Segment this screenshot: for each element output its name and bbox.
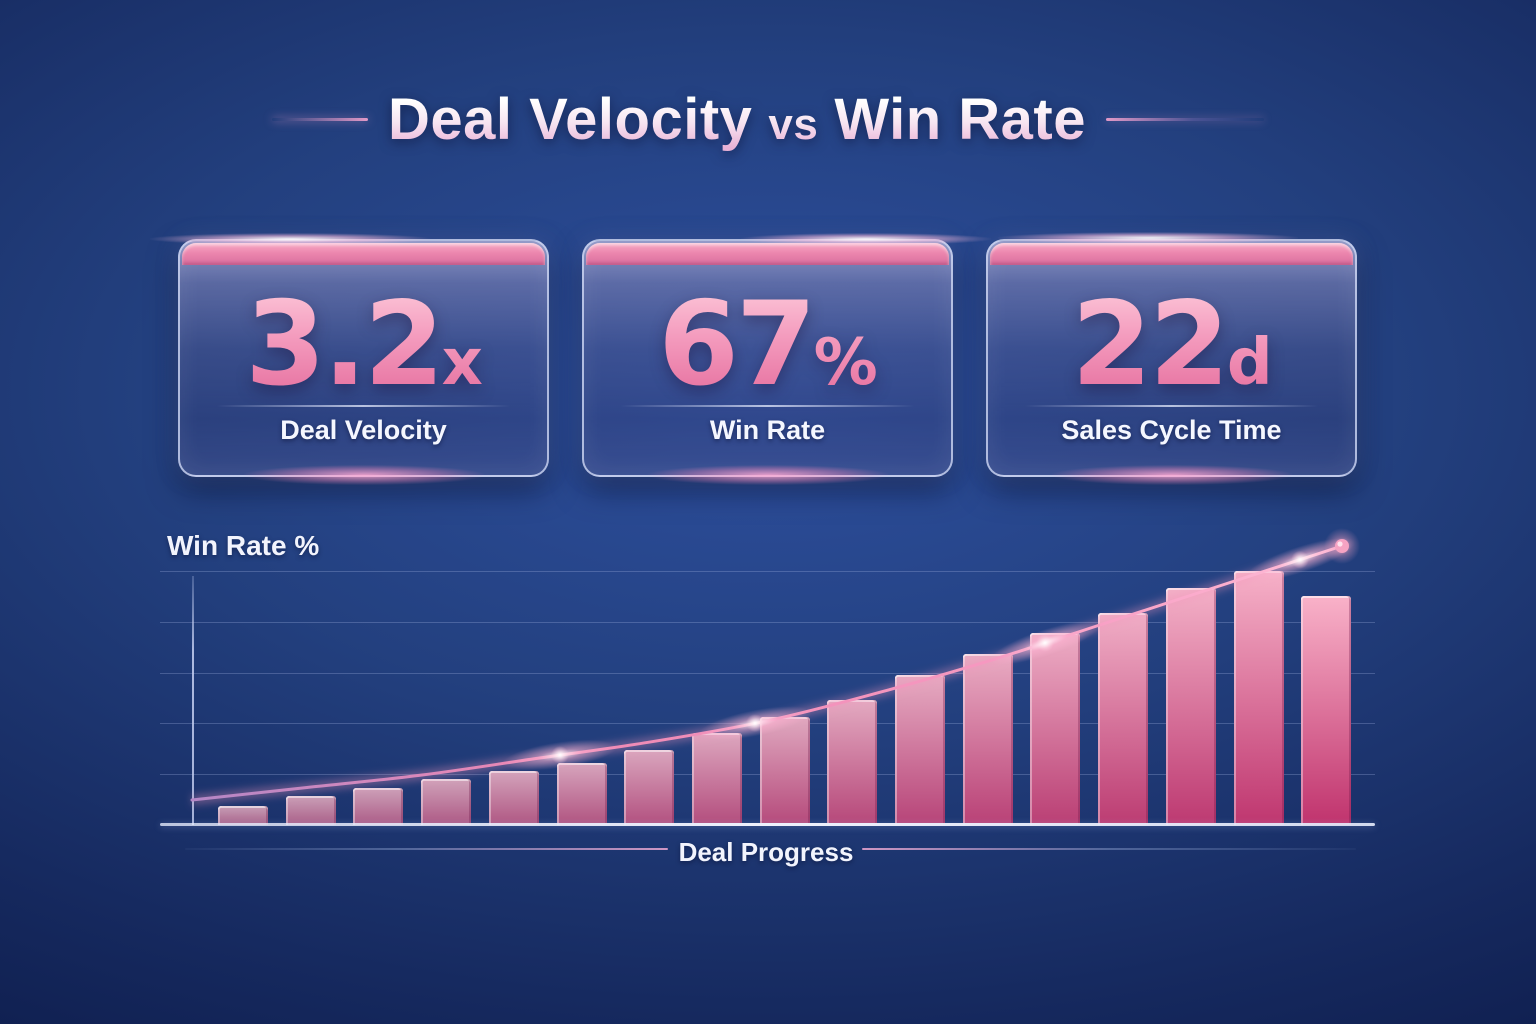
title-decor-line-left	[272, 118, 369, 121]
stat-value: 67%	[584, 287, 951, 403]
line-flare-core	[1291, 550, 1309, 569]
bar	[1233, 570, 1284, 825]
bar	[1165, 587, 1216, 825]
endpoint-dot	[1335, 539, 1349, 553]
card-header-bar	[990, 243, 1353, 265]
bar	[624, 750, 675, 825]
x-axis-label: Deal Progress	[678, 837, 854, 867]
title-decor-line-right	[1105, 118, 1264, 121]
bar	[1098, 612, 1149, 825]
endpoint-halo	[1324, 528, 1360, 564]
x-label-decor-line-left	[185, 848, 668, 850]
y-axis-line	[192, 576, 194, 825]
stat-suffix: %	[813, 326, 877, 400]
stat-card-win-rate: 67% Win Rate	[582, 233, 991, 485]
bar	[1301, 595, 1352, 825]
bar	[285, 795, 336, 825]
page-title: Deal Velocity vs Win Rate	[388, 86, 1086, 153]
bar	[691, 733, 742, 825]
stat-card-sales-cycle-time: 22d Sales Cycle Time	[986, 232, 1357, 485]
page-title-left: Deal Velocity	[388, 87, 753, 152]
page-title-right: Win Rate	[834, 87, 1086, 152]
card-header-bar	[586, 243, 949, 265]
stat-label: Deal Velocity	[280, 415, 447, 445]
bar	[827, 700, 878, 825]
gridline	[160, 571, 1375, 572]
endpoint-dot-highlight	[1337, 541, 1343, 547]
bar	[895, 675, 945, 825]
card-bottom-glow	[243, 465, 484, 485]
stat-suffix: x	[441, 326, 482, 400]
card-bottom-glow	[647, 465, 888, 485]
bar	[421, 779, 472, 825]
x-label-decor-line-right	[862, 848, 1356, 850]
bar	[962, 654, 1013, 825]
stat-number: 67	[658, 277, 814, 412]
bar	[556, 762, 607, 825]
stat-label: Win Rate	[709, 415, 826, 445]
card-divider	[1024, 405, 1319, 407]
card-header-bar	[182, 243, 545, 265]
bar	[488, 770, 539, 825]
stat-label: Sales Cycle Time	[1061, 415, 1282, 445]
bar	[218, 806, 268, 825]
bar	[1030, 633, 1081, 825]
title-row: Deal Velocity vs Win Rate	[0, 86, 1536, 153]
stat-value: 3.2x	[180, 287, 547, 403]
stat-number: 22	[1071, 277, 1227, 412]
stat-suffix: d	[1226, 326, 1272, 400]
y-axis-label: Win Rate %	[167, 530, 320, 561]
bar	[759, 716, 810, 825]
card-divider	[620, 405, 915, 407]
stat-value: 22d	[988, 287, 1355, 403]
stat-number: 3.2	[245, 277, 442, 412]
x-axis-line	[160, 823, 1375, 826]
stat-card-deal-velocity: 3.2x Deal Velocity	[150, 233, 549, 485]
line-flare-core	[551, 746, 569, 764]
page-title-connector: vs	[768, 100, 819, 149]
card-bottom-glow	[1051, 465, 1292, 485]
card-divider	[216, 405, 511, 407]
bar	[353, 787, 404, 825]
